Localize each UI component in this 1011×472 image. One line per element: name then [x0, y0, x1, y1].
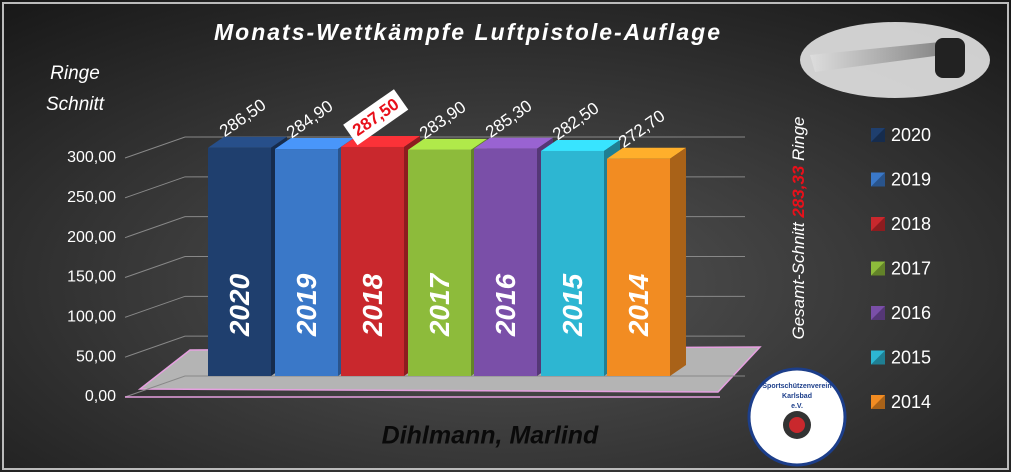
legend-label: 2019 — [891, 169, 931, 189]
bar-top — [607, 147, 686, 159]
logo-text: Karlsbad — [782, 393, 812, 400]
bar-label: 2019 — [291, 273, 322, 337]
bar — [607, 158, 670, 376]
chart-title: Monats-Wettkämpfe Luftpistole-Auflage — [214, 19, 722, 45]
photo — [800, 22, 990, 98]
y-tick-label: 50,00 — [76, 348, 116, 365]
y-tick-label: 250,00 — [67, 189, 116, 206]
y-axis-label: Ringe Schnitt — [45, 63, 105, 115]
legend-label: 2018 — [891, 214, 931, 234]
annotation-text: Gesamt-Schnitt — [789, 221, 808, 339]
bar — [208, 147, 271, 376]
bar-top — [474, 137, 553, 149]
bar-top — [541, 139, 620, 151]
bar-top — [408, 138, 487, 150]
bar-top — [275, 138, 354, 150]
bar — [275, 149, 338, 376]
legend-label: 2017 — [891, 258, 931, 278]
logo-text: e.V. — [791, 403, 803, 410]
y-tick-label: 100,00 — [67, 309, 116, 326]
bar-top — [208, 136, 287, 148]
caption: Dihlmann, Marlind — [382, 422, 599, 450]
logo-text: Sportschützenverein — [762, 383, 831, 390]
legend-swatch-shade — [871, 217, 885, 231]
bar-label: 2017 — [424, 272, 455, 337]
legend-swatch-shade — [871, 172, 885, 187]
y-tick-label: 200,00 — [67, 229, 116, 246]
bar — [408, 149, 471, 376]
bar-label: 2015 — [557, 273, 588, 337]
legend-swatch-shade — [871, 261, 885, 276]
legend-label: 2015 — [891, 347, 931, 367]
legend-label: 2020 — [891, 125, 931, 145]
grid-line — [124, 136, 745, 159]
legend-swatch-shade — [871, 395, 885, 409]
bar-label: 2016 — [490, 273, 521, 337]
y-tick-label: 150,00 — [67, 269, 116, 286]
bar — [474, 148, 537, 376]
bar — [341, 146, 404, 376]
bar-label: 2014 — [623, 273, 654, 337]
annotation-text: Ringe — [789, 116, 808, 160]
value-label-box — [343, 89, 409, 146]
logo — [747, 367, 847, 467]
legend-label: 2016 — [891, 303, 931, 323]
annotation-value: 283,33 — [789, 165, 808, 219]
bar-side — [670, 147, 686, 376]
annotation: Gesamt-Schnitt 283,33 Ringe — [789, 116, 808, 339]
legend-swatch-shade — [871, 350, 885, 365]
bar-label: 2020 — [224, 273, 255, 337]
bar-label: 2018 — [357, 273, 388, 337]
legend-swatch-shade — [871, 306, 885, 320]
legend-swatch-shade — [871, 128, 885, 142]
bar — [541, 150, 604, 376]
y-tick-label: 300,00 — [67, 149, 116, 166]
legend-label: 2014 — [891, 392, 931, 412]
y-tick-label: 0,00 — [85, 388, 116, 405]
